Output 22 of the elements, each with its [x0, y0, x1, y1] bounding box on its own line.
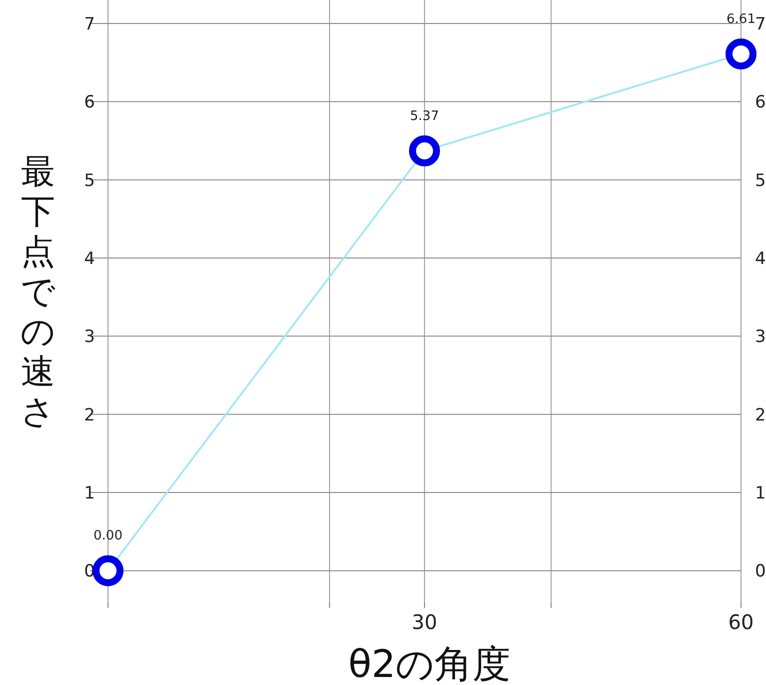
y2-tick-label: 6	[755, 92, 766, 113]
data-label: 6.61	[726, 12, 756, 27]
y2-tick-label: 0	[755, 562, 766, 582]
y2-tick-label: 5	[755, 170, 766, 191]
y-tick-label: 6	[84, 92, 95, 113]
x-tick-label: 30	[412, 610, 438, 634]
data-label: 0.00	[94, 528, 122, 544]
y-tick-label: 4	[84, 249, 95, 269]
y2-tick-label: 7	[755, 14, 766, 34]
y2-tick-label: 1	[755, 484, 766, 504]
y-tick-label: 1	[84, 484, 95, 504]
y-tick-label: 2	[84, 405, 95, 426]
x-tick-label: 60	[728, 610, 754, 634]
y2-tick-label: 2	[755, 405, 766, 426]
y-tick-label: 7	[84, 14, 95, 34]
y-axis-title: 最下点での速さ	[20, 152, 56, 432]
y2-tick-label: 4	[755, 249, 766, 269]
x-axis-title: θ2の角度	[348, 642, 511, 685]
y-tick-label: 5	[84, 170, 95, 191]
data-label: 5.37	[410, 108, 439, 124]
y-tick-label: 3	[84, 327, 95, 348]
y2-tick-label: 3	[755, 327, 766, 348]
